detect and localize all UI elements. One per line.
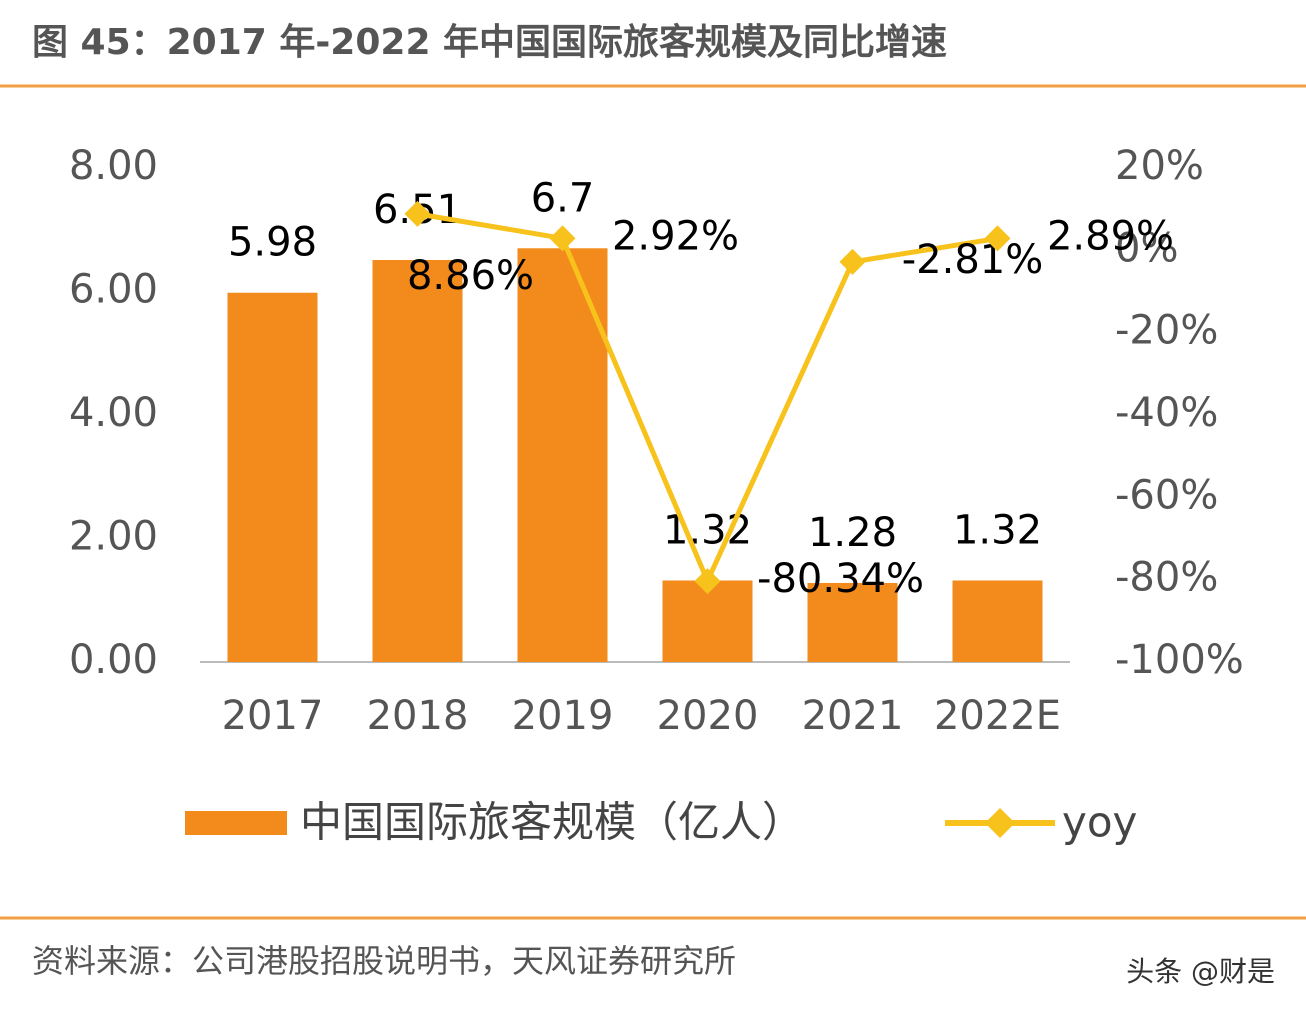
y2-tick-label: -80% (1115, 555, 1218, 601)
legend-marker (985, 808, 1015, 838)
legend-label: 中国国际旅客规模（亿人） (300, 798, 804, 847)
data-label: -80.34% (757, 556, 924, 602)
y2-tick-label: 20% (1115, 143, 1204, 189)
y2-tick-label: -100% (1115, 637, 1244, 683)
data-label: 8.86% (407, 253, 534, 299)
x-tick-label: 2021 (802, 693, 904, 739)
legend-swatch (185, 811, 287, 835)
watermark: 头条 @财是 (1126, 955, 1275, 988)
line-marker (984, 225, 1011, 252)
line-marker (404, 200, 431, 227)
data-label: -2.81% (902, 237, 1044, 283)
bar (372, 260, 463, 662)
y-tick-label: 8.00 (69, 143, 158, 189)
y-tick-label: 2.00 (69, 514, 158, 560)
bar (517, 248, 608, 662)
bar (952, 580, 1043, 662)
line-marker (839, 248, 866, 275)
y-tick-label: 6.00 (69, 267, 158, 313)
chart-title: 图 45：2017 年-2022 年中国国际旅客规模及同比增速 (32, 22, 947, 63)
line-marker (694, 568, 721, 595)
data-label: 1.32 (953, 507, 1042, 553)
y2-tick-label: -20% (1115, 308, 1218, 354)
x-tick-label: 2017 (222, 693, 324, 739)
bar (662, 580, 753, 662)
x-tick-label: 2018 (367, 693, 469, 739)
y2-tick-label: -40% (1115, 390, 1218, 436)
data-label: 2.89% (1047, 213, 1174, 259)
x-tick-label: 2019 (512, 693, 614, 739)
data-label: 6.7 (531, 175, 595, 221)
line-marker (549, 225, 576, 252)
source: 资料来源：公司港股招股说明书，天风证券研究所 (32, 942, 736, 980)
bar (807, 582, 898, 662)
x-tick-label: 2022E (934, 693, 1061, 739)
y-tick-label: 4.00 (69, 390, 158, 436)
data-label: 2.92% (612, 213, 739, 259)
y2-tick-label: 0% (1115, 225, 1178, 271)
data-label: 1.28 (808, 510, 897, 556)
y-tick-label: 0.00 (69, 637, 158, 683)
y2-tick-label: -60% (1115, 472, 1218, 518)
bar (227, 292, 318, 662)
x-tick-label: 2020 (657, 693, 759, 739)
legend-label: yoy (1062, 798, 1137, 847)
data-label: 5.98 (228, 220, 317, 266)
